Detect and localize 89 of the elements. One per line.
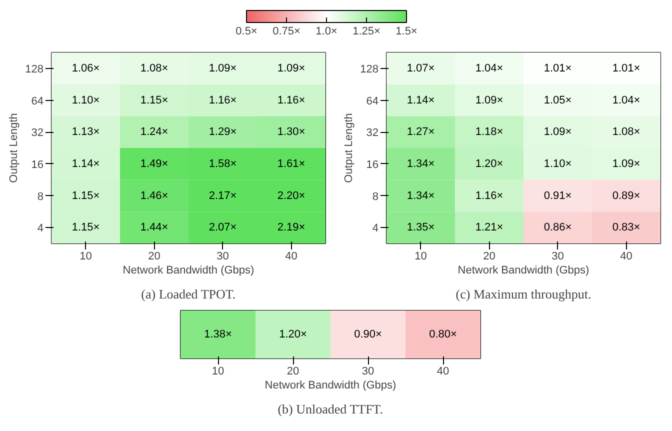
data-label: 1.07× [406, 62, 435, 74]
y-tick-label: 32 [366, 127, 379, 140]
data-label: 0.80× [429, 328, 457, 340]
data-label: 0.86× [544, 222, 572, 234]
data-label: 1.61× [277, 158, 306, 170]
x-axis-title: Network Bandwidth (Gbps) [458, 264, 590, 276]
data-label: 1.01× [544, 62, 572, 74]
data-label: 1.35× [406, 222, 435, 234]
data-label: 2.07× [208, 222, 237, 234]
data-label: 1.05× [544, 94, 572, 106]
color-bar-label: 0.5× [236, 26, 258, 38]
data-label: 1.04× [612, 94, 640, 106]
x-tick-label: 40 [436, 366, 450, 378]
data-label: 1.24× [140, 126, 168, 138]
data-label: 2.19× [277, 222, 306, 234]
data-label: 1.20× [475, 158, 504, 170]
y-tick-label: 8 [372, 190, 379, 203]
data-label: 1.09× [208, 62, 237, 74]
data-label: 1.27× [406, 126, 435, 138]
y-tick-label: 4 [37, 222, 44, 235]
data-label: 1.10× [544, 158, 572, 170]
data-label: 0.89× [612, 190, 640, 202]
y-tick-label: 64 [31, 95, 44, 108]
data-label: 1.15× [72, 222, 100, 234]
x-tick-label: 30 [552, 250, 564, 262]
data-label: 1.16× [208, 94, 237, 106]
data-label: 1.16× [277, 94, 306, 106]
x-tick-label: 40 [285, 250, 298, 262]
y-axis-title: Output Length [343, 113, 356, 183]
data-label: 1.18× [475, 126, 504, 138]
data-label: 2.17× [208, 190, 237, 202]
text: (b) Unloaded TTFT. [278, 402, 384, 416]
text: (a) Loaded TPOT. [141, 286, 236, 302]
x-tick-label: 30 [216, 250, 229, 262]
color-bar-label: 1.5× [396, 26, 418, 38]
x-axis-title: Network Bandwidth (Gbps) [122, 264, 254, 276]
y-tick-label: 16 [366, 158, 379, 171]
data-label: 1.49× [140, 158, 168, 170]
x-tick-label: 10 [212, 366, 224, 378]
data-label: 1.30× [277, 126, 306, 138]
x-tick-label: 40 [620, 250, 632, 262]
data-label: 1.16× [475, 190, 504, 202]
data-label: 1.10× [72, 94, 100, 106]
data-label: 1.01× [612, 62, 640, 74]
x-axis-title: Network Bandwidth (Gbps) [264, 380, 396, 392]
data-label: 1.34× [406, 158, 435, 170]
y-tick-label: 128 [360, 63, 379, 76]
x-tick-label: 10 [80, 250, 92, 262]
data-label: 1.08× [612, 126, 640, 138]
x-tick-label: 20 [483, 250, 496, 262]
color-bar-label: 0.75× [272, 26, 300, 38]
data-label: 1.34× [406, 190, 435, 202]
y-tick-label: 128 [25, 63, 44, 76]
data-label: 1.15× [140, 94, 168, 106]
text: (c) Maximum throughput. [456, 286, 592, 302]
color-bar-label: 1.0× [316, 26, 338, 38]
data-label: 0.91× [544, 190, 572, 202]
y-tick-label: 64 [366, 95, 379, 108]
data-label: 2.20× [277, 190, 306, 202]
data-label: 1.09× [544, 126, 572, 138]
data-label: 1.09× [277, 62, 306, 74]
y-tick-label: 4 [372, 222, 379, 235]
y-tick-label: 16 [31, 158, 44, 171]
data-label: 0.90× [354, 328, 382, 340]
data-label: 1.06× [72, 62, 100, 74]
x-tick-label: 30 [362, 366, 374, 378]
data-label: 1.20× [279, 328, 307, 340]
data-label: 1.46× [140, 190, 168, 202]
data-label: 1.21× [475, 222, 504, 234]
data-label: 1.29× [208, 126, 237, 138]
data-label: 1.09× [475, 94, 504, 106]
y-axis-title: Output Length [8, 113, 20, 183]
data-label: 1.14× [72, 158, 100, 170]
data-label: 1.44× [140, 222, 168, 234]
data-label: 1.38× [204, 328, 232, 340]
data-label: 1.58× [208, 158, 237, 170]
data-label: 1.15× [72, 190, 100, 202]
data-label: 1.09× [612, 158, 640, 170]
y-tick-label: 32 [31, 127, 44, 140]
data-label: 1.13× [72, 126, 100, 138]
x-tick-label: 20 [286, 366, 300, 378]
data-label: 0.83× [612, 222, 640, 234]
data-label: 1.08× [140, 62, 168, 74]
y-tick-label: 8 [37, 190, 44, 203]
data-label: 1.04× [475, 62, 504, 74]
x-tick-label: 10 [414, 250, 427, 262]
x-tick-label: 20 [148, 250, 160, 262]
data-label: 1.14× [406, 94, 435, 106]
color-bar-label: 1.25× [352, 26, 380, 38]
